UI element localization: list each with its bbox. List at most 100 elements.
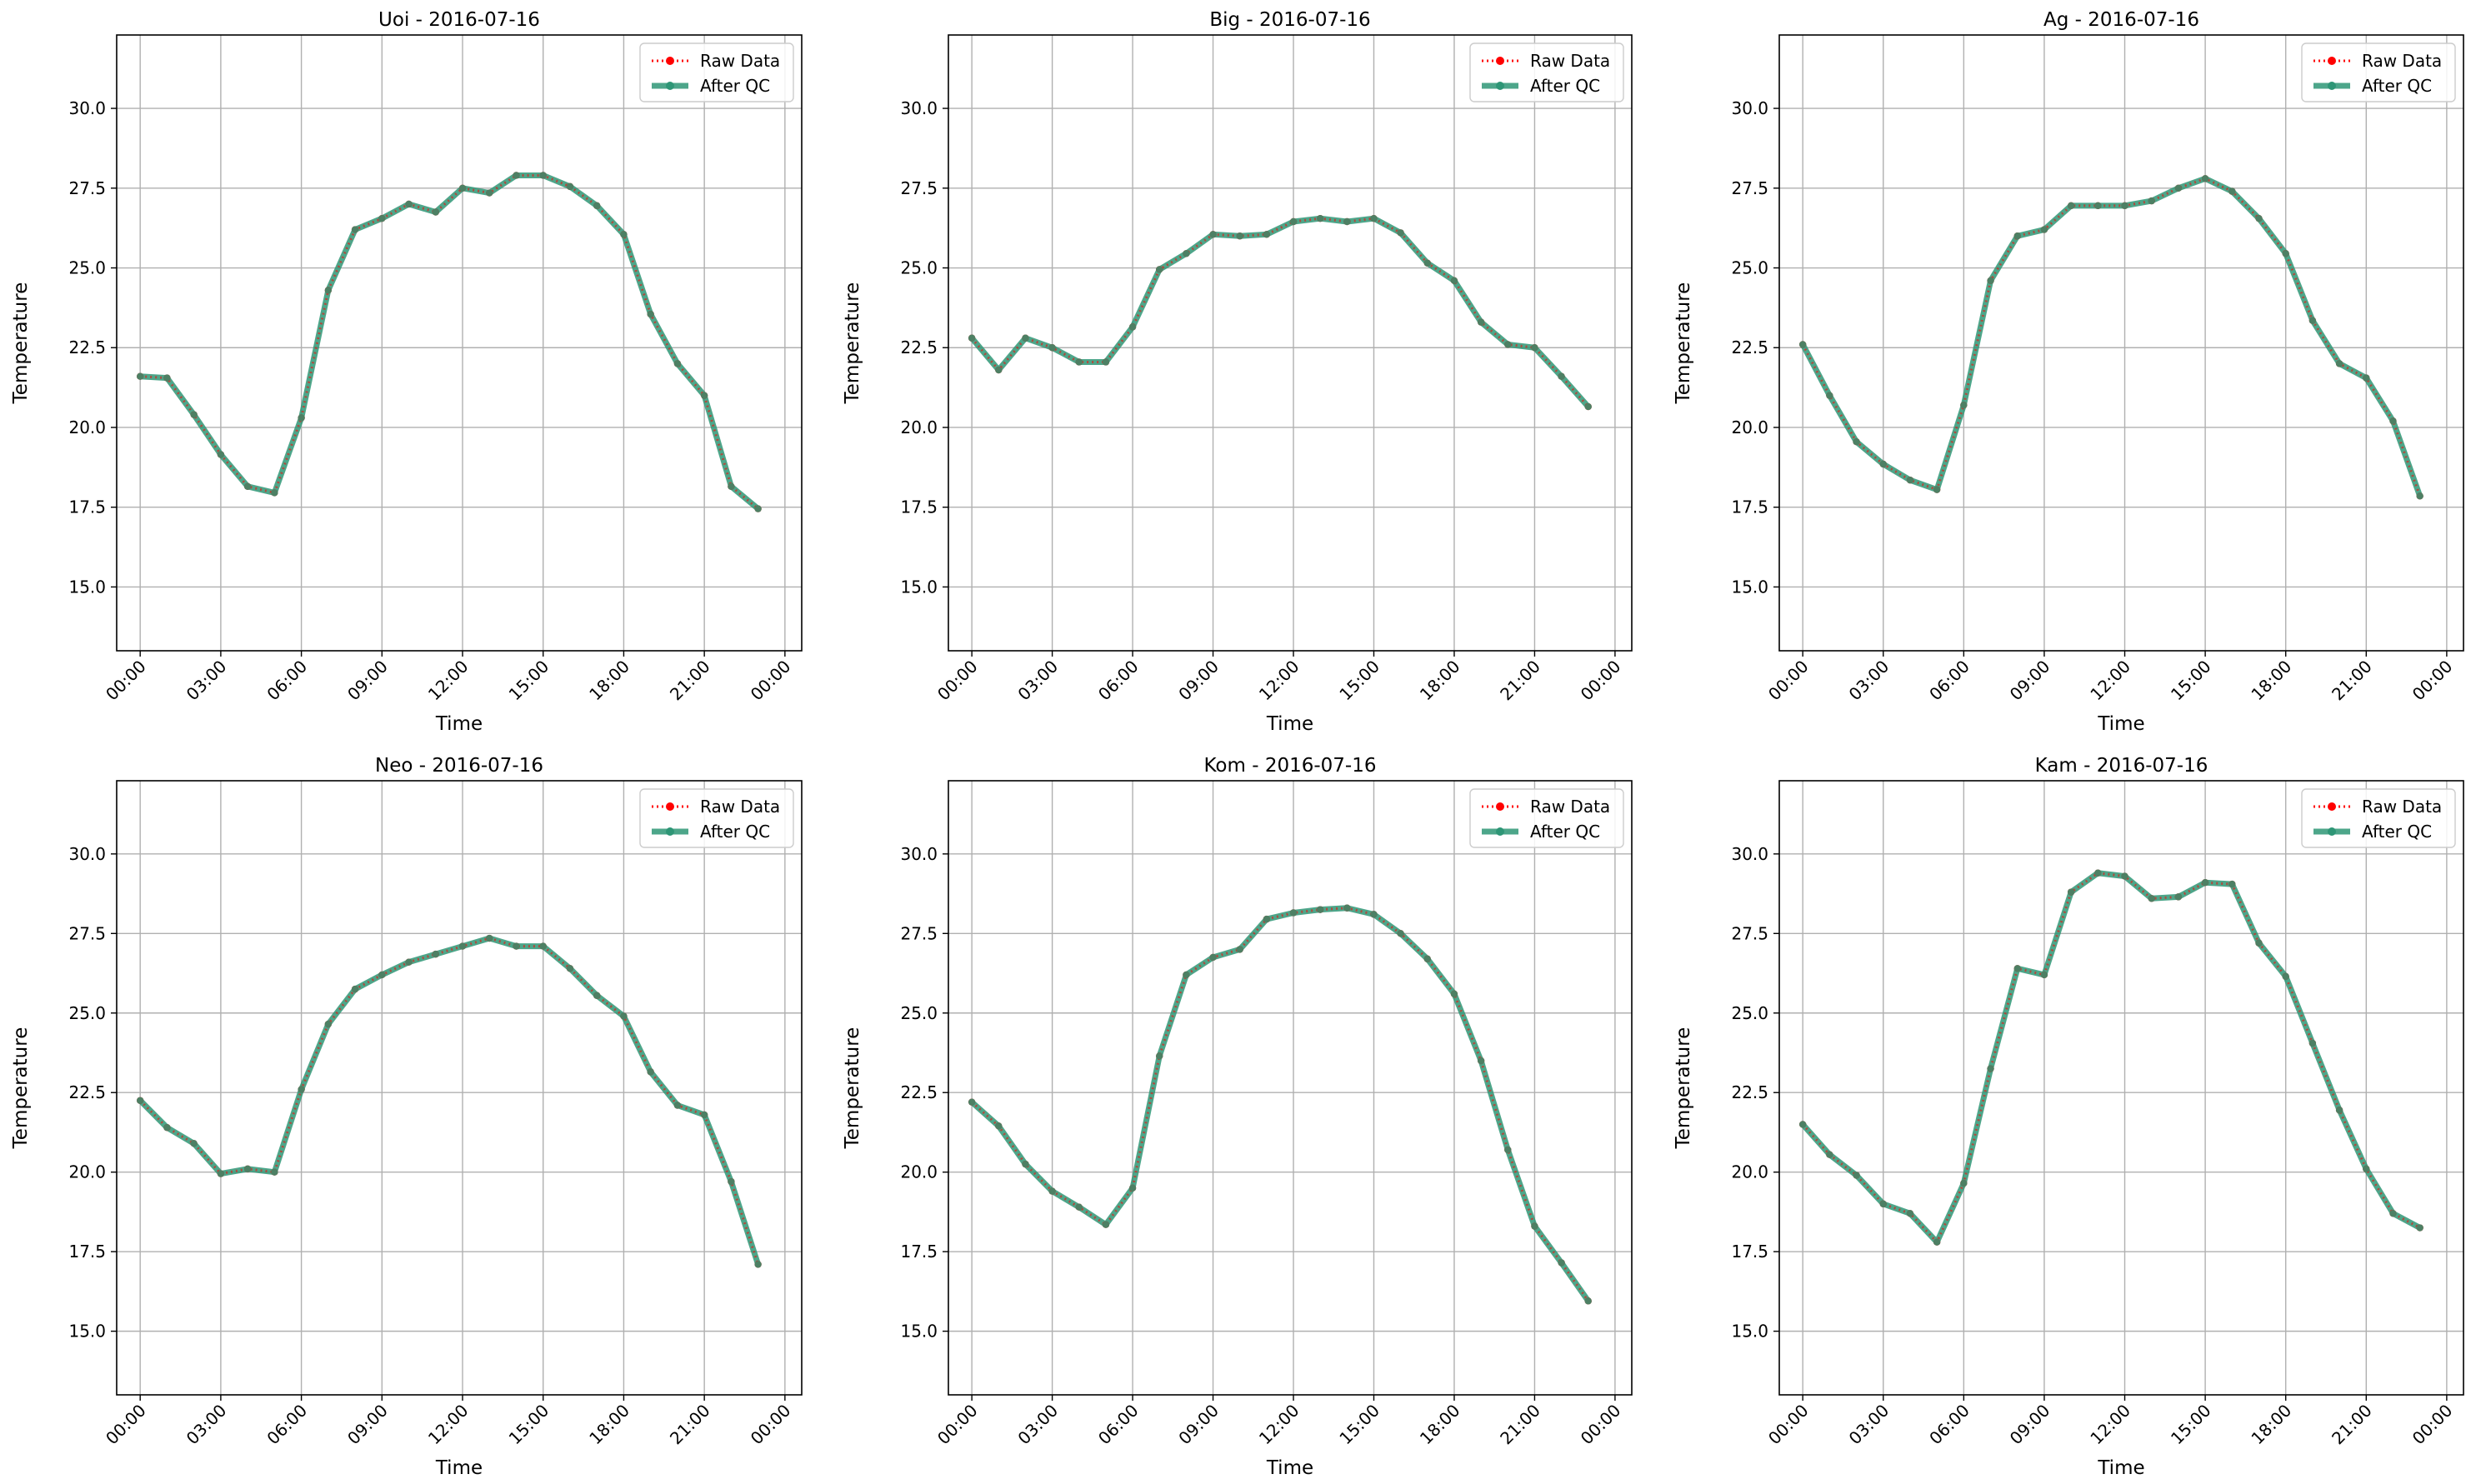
after-qc-point [1826,392,1833,399]
after-qc-point [1450,990,1458,998]
legend-label-raw: Raw Data [1530,797,1610,817]
after-qc-point [271,489,278,497]
y-tick-label: 22.5 [1731,337,1768,357]
after-qc-point [2174,893,2183,901]
x-tick-label: 06:00 [1094,657,1143,705]
legend-qc-marker [2328,82,2336,90]
after-qc-point [1933,1238,1941,1246]
after-qc-point [1906,1210,1914,1217]
x-tick-label: 00:00 [1764,657,1813,705]
x-tick-label: 12:00 [424,657,473,705]
after-qc-point [1853,1172,1860,1179]
after-qc-point [1183,971,1190,979]
after-qc-point [1477,1057,1485,1065]
x-tick-label: 15:00 [505,657,553,705]
y-tick-label: 17.5 [1731,497,1768,517]
after-qc-point [566,182,574,191]
raw-data-line [139,937,760,1265]
x-tick-label: 18:00 [1416,1401,1464,1449]
x-tick-label: 18:00 [1416,657,1464,705]
after-qc-point [1558,372,1565,380]
y-tick-label: 30.0 [900,98,938,118]
x-axis-label: Time [1266,713,1313,735]
chart-title: Uoi - 2016-07-16 [378,9,540,31]
x-tick-label: 21:00 [2328,657,2376,705]
after-qc-point [2363,374,2370,382]
after-qc-point [378,214,386,222]
y-tick-label: 20.0 [900,1162,938,1182]
legend-label-qc: After QC [1530,76,1600,96]
after-qc-point [2148,895,2155,902]
after-qc-line [1799,175,2423,499]
x-tick-label: 12:00 [424,1401,473,1449]
y-tick-label: 30.0 [1731,98,1768,118]
raw-data-line [971,907,1589,1302]
after-qc-point [1906,476,1914,484]
after-qc-point [351,226,359,233]
after-qc-point [1048,1187,1056,1195]
after-qc-point [1798,1121,1807,1128]
after-qc-point [2040,971,2048,979]
after-qc-point [2363,1165,2370,1173]
x-tick-label: 09:00 [343,1401,392,1449]
after-qc-point [1584,402,1592,411]
after-qc-point [620,231,628,238]
after-qc-point [2201,175,2209,182]
x-tick-label: 00:00 [933,1401,982,1449]
after-qc-point [754,505,762,512]
y-tick-label: 25.0 [68,258,106,278]
plot-frame [116,34,803,652]
after-qc-point [1075,358,1083,366]
x-tick-label: 00:00 [102,1401,150,1449]
x-tick-label: 00:00 [102,657,150,705]
after-qc-point [2282,250,2289,257]
chart-panel-5: 15.0 17.5 20.0 22.5 25.0 27.5 30.0 00:00 03:00 06… [842,755,1633,1479]
x-tick-label: 03:00 [183,1401,231,1449]
after-qc-point [1826,1151,1833,1158]
legend-label-raw: Raw Data [700,51,780,71]
x-tick-label: 00:00 [1577,657,1625,705]
after-qc-point [2067,888,2075,896]
x-tick-label: 00:00 [747,1401,795,1449]
after-qc-point [1987,277,1994,285]
x-tick-label: 06:00 [1925,1401,1973,1449]
after-qc-point [1209,231,1217,238]
after-qc-point [271,1168,278,1176]
y-tick-label: 15.0 [1731,1322,1768,1342]
y-tick-label: 15.0 [900,1322,938,1342]
after-qc-point [2282,972,2289,981]
x-tick-label: 03:00 [1013,1401,1062,1449]
legend-raw-marker [2328,802,2336,811]
after-qc-point [2308,317,2317,324]
x-tick-label: 06:00 [1925,657,1973,705]
after-qc-point [1263,915,1271,923]
after-qc-point [1423,955,1432,963]
legend-label-raw: Raw Data [1530,51,1610,71]
after-qc-point [405,958,413,966]
chart-title: Neo - 2016-07-16 [375,755,543,777]
x-tick-label: 12:00 [2086,1401,2134,1449]
after-qc-point [217,451,225,458]
x-tick-label: 09:00 [343,657,392,705]
after-qc-point [458,184,467,192]
after-qc-point [1236,232,1243,240]
after-qc-point [1128,1184,1137,1192]
after-qc-point [968,1098,976,1106]
x-tick-label: 00:00 [1577,1401,1625,1449]
legend-raw-marker [666,57,674,65]
after-qc-point [137,372,144,380]
y-tick-label: 25.0 [1731,1003,1768,1023]
x-tick-label: 09:00 [1174,657,1223,705]
after-qc-point [728,1177,735,1186]
y-axis-label: Temperature [842,282,863,405]
x-tick-label: 15:00 [2167,657,2215,705]
legend-label-qc: After QC [1530,822,1600,842]
after-qc-point [432,950,439,958]
legend: Raw Data After QC [639,788,794,848]
legend: Raw Data After QC [1469,42,1624,102]
y-tick-label: 20.0 [1731,417,1768,437]
after-qc-point [378,971,386,979]
after-qc-point [1558,1259,1565,1267]
x-tick-label: 15:00 [505,1401,553,1449]
